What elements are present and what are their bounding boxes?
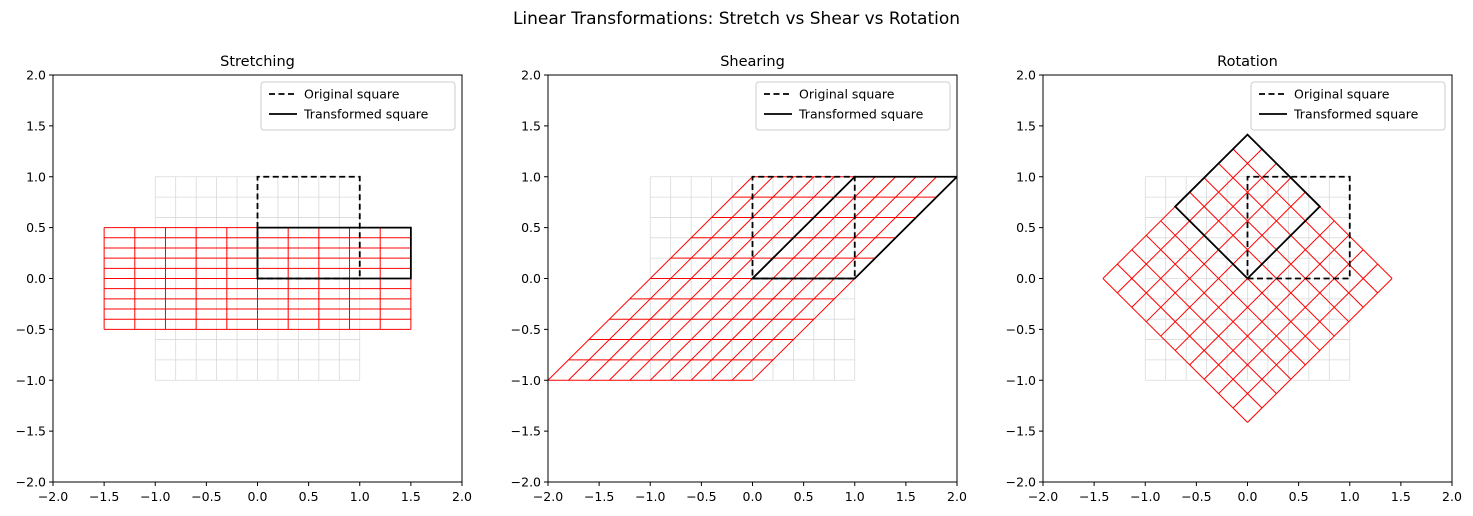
x-tick-label: 1.0 xyxy=(845,489,865,504)
panel-title: Shearing xyxy=(720,54,785,70)
legend-transformed-label: Transformed square xyxy=(303,107,429,122)
y-tick-label: 1.0 xyxy=(1016,169,1036,184)
panel-stretching: −2.0 −1.5 −1.0 −0.5 0.0 0.5 1.0 1.5 2.0 −2.0 −1.5 −… xyxy=(16,54,472,504)
legend-box xyxy=(1250,81,1446,131)
y-tick-label: 1.5 xyxy=(26,118,46,133)
y-tick-label: −2.0 xyxy=(16,475,46,490)
original-square xyxy=(1246,175,1351,280)
y-tick-label: −1.0 xyxy=(16,373,46,388)
y-tick-label: 0.5 xyxy=(521,220,541,235)
legend-transformed-label: Transformed square xyxy=(798,107,924,122)
y-tick-label: −1.5 xyxy=(511,424,541,439)
y-tick-label: −1.0 xyxy=(1006,373,1036,388)
x-tick-label: −2.0 xyxy=(38,489,68,504)
x-tick-label: 2.0 xyxy=(947,489,967,504)
y-tick-label: 1.5 xyxy=(521,118,541,133)
x-tick-label: 0.5 xyxy=(794,489,814,504)
x-tick-label: −0.5 xyxy=(686,489,716,504)
x-tick-label: −1.0 xyxy=(140,489,170,504)
transformed-square xyxy=(256,226,412,280)
plot-area xyxy=(548,175,957,381)
x-tick-label: −1.5 xyxy=(89,489,119,504)
x-tick-label: 0.5 xyxy=(299,489,319,504)
legend-box xyxy=(260,81,456,131)
legend: Original square Transformed square xyxy=(1250,81,1446,131)
x-tick-label: 0.5 xyxy=(1289,489,1309,504)
y-tick-label: −1.5 xyxy=(1006,424,1036,439)
x-tick-label: 0.0 xyxy=(1238,489,1258,504)
x-tick-label: 1.5 xyxy=(896,489,916,504)
legend: Original square Transformed square xyxy=(260,81,456,131)
legend-original-label: Original square xyxy=(799,87,895,102)
x-tick-label: −2.0 xyxy=(1028,489,1058,504)
y-tick-label: 0.5 xyxy=(26,220,46,235)
x-tick-label: 0.0 xyxy=(743,489,763,504)
figure-title: Linear Transformations: Stretch vs Shear… xyxy=(513,9,960,29)
y-tick-label: 0.0 xyxy=(521,271,541,286)
legend-original-label: Original square xyxy=(304,87,400,102)
legend: Original square Transformed square xyxy=(755,81,951,131)
y-tick-label: 1.0 xyxy=(521,169,541,184)
x-tick-label: −0.5 xyxy=(1181,489,1211,504)
y-tick-label: 2.0 xyxy=(521,68,541,83)
transformed-square xyxy=(1173,133,1322,280)
y-tick-label: −1.5 xyxy=(16,424,46,439)
x-tick-label: 2.0 xyxy=(452,489,472,504)
y-tick-label: 0.5 xyxy=(1016,220,1036,235)
legend-original-label: Original square xyxy=(1294,87,1390,102)
y-tick-label: 2.0 xyxy=(26,68,46,83)
y-tick-label: 1.5 xyxy=(1016,118,1036,133)
plot-area xyxy=(103,175,412,381)
x-tick-label: 1.0 xyxy=(350,489,370,504)
panel-title: Rotation xyxy=(1217,54,1278,70)
x-tick-label: 1.0 xyxy=(1340,489,1360,504)
y-tick-label: 1.0 xyxy=(26,169,46,184)
x-tick-label: 0.0 xyxy=(248,489,268,504)
panel-rotation: −2.0 −1.5 −1.0 −0.5 0.0 0.5 1.0 1.5 2.0 −2.0 −1.5 −… xyxy=(1006,54,1462,504)
x-tick-label: −1.0 xyxy=(635,489,665,504)
x-tick-label: −0.5 xyxy=(191,489,221,504)
transformed-square xyxy=(750,175,957,280)
y-tick-label: −2.0 xyxy=(511,475,541,490)
legend-box xyxy=(755,81,951,131)
x-tick-label: −2.0 xyxy=(533,489,563,504)
legend-transformed-label: Transformed square xyxy=(1293,107,1419,122)
x-tick-label: −1.5 xyxy=(1079,489,1109,504)
y-tick-label: −1.0 xyxy=(511,373,541,388)
x-tick-label: 2.0 xyxy=(1442,489,1462,504)
x-tick-label: 1.5 xyxy=(401,489,421,504)
y-tick-label: −0.5 xyxy=(16,322,46,337)
y-tick-label: 0.0 xyxy=(1016,271,1036,286)
plot-area xyxy=(1102,133,1393,423)
x-tick-label: −1.5 xyxy=(584,489,614,504)
x-tick-label: 1.5 xyxy=(1391,489,1411,504)
x-tick-label: −1.0 xyxy=(1130,489,1160,504)
y-tick-label: 0.0 xyxy=(26,271,46,286)
panel-shearing: −2.0 −1.5 −1.0 −0.5 0.0 0.5 1.0 1.5 2.0 −2.0 −1.5 −… xyxy=(511,54,967,504)
y-tick-label: −0.5 xyxy=(1006,322,1036,337)
panels: −2.0 −1.5 −1.0 −0.5 0.0 0.5 1.0 1.5 2.0 −2.0 −1.5 −… xyxy=(16,54,1462,504)
panel-title: Stretching xyxy=(220,54,295,70)
y-tick-label: −2.0 xyxy=(1006,475,1036,490)
y-tick-label: 2.0 xyxy=(1016,68,1036,83)
y-tick-label: −0.5 xyxy=(511,322,541,337)
